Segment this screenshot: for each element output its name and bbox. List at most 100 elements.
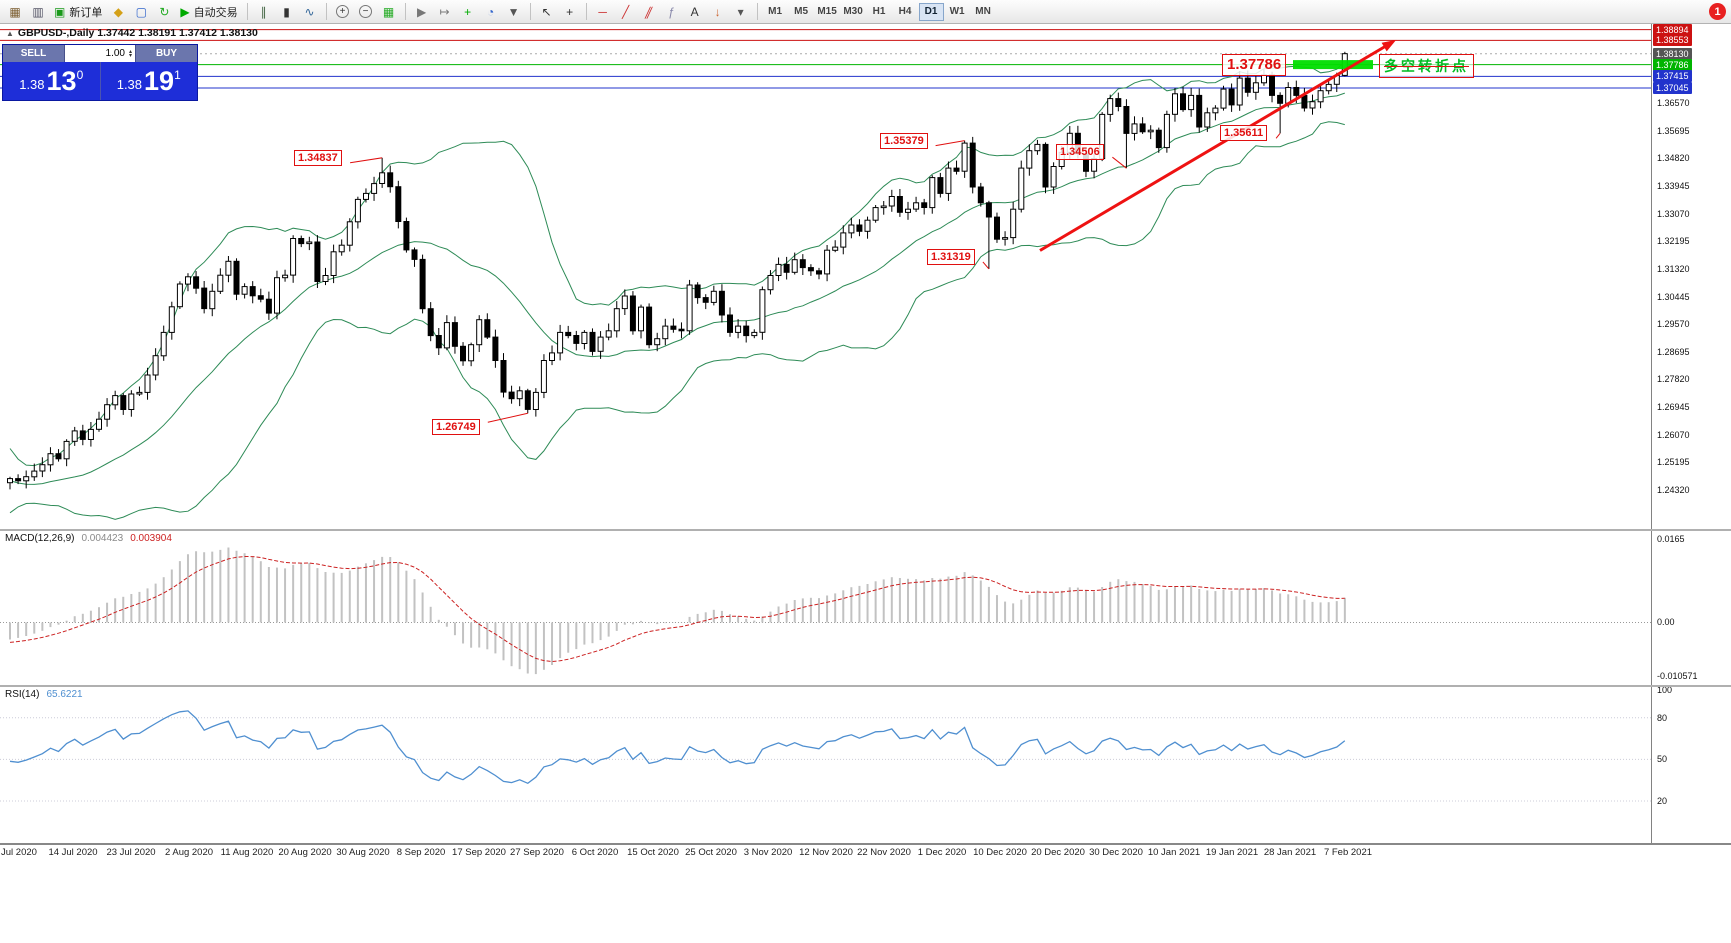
trend-arrow-head [1381, 39, 1397, 52]
fibonacci-tool-icon[interactable]: ƒ [661, 2, 683, 22]
main-chart-panel[interactable]: ▲ GBPUSD-,Daily 1.37442 1.38191 1.37412 1… [0, 24, 1651, 529]
notification-badge[interactable]: 1 [1709, 3, 1726, 20]
text-tool-icon[interactable]: A [684, 2, 706, 22]
arrows-tool-icon: ↓ [714, 4, 721, 19]
rsi-label: RSI(14) 65.6221 [5, 689, 83, 700]
tile-windows-icon: ▦ [382, 4, 395, 19]
highlight-zone [1293, 60, 1373, 70]
price-level-badge: 1.38553 [1653, 34, 1692, 46]
timeframe-D1[interactable]: D1 [918, 2, 944, 21]
shapes-dropdown-icon[interactable]: ▾ [730, 2, 752, 22]
price-axis[interactable]: 1.36570 1.35695 1.34820 1.33945 1.33070 1.321… [1651, 24, 1731, 845]
price-annotation[interactable]: 1.31319 [927, 249, 975, 265]
sell-button[interactable]: SELL [3, 45, 65, 62]
new-order-button-label: 新订单 [69, 6, 103, 19]
note-label[interactable]: 多空转折点 [1379, 54, 1474, 78]
bar-chart-icon[interactable]: ∥ [253, 2, 275, 22]
buy-price[interactable]: 1.38 19 1 [101, 62, 198, 100]
annotation-leader [350, 157, 383, 164]
macd-axis-label: 0.0165 [1657, 534, 1685, 544]
timeframe-M15[interactable]: M15 [817, 6, 837, 17]
arrows-tool-icon[interactable]: ↓ [707, 2, 729, 22]
lot-size-input[interactable]: 1.00 ▴ ▾ [65, 45, 135, 62]
date-axis-label: 15 Oct 2020 [627, 847, 679, 858]
cursor-icon: ↖ [541, 4, 552, 19]
date-axis-label: 8 Sep 2020 [396, 847, 446, 858]
price-axis-label: 1.36570 [1657, 98, 1690, 108]
timeframe-MN[interactable]: MN [975, 6, 991, 17]
annotation-leader [1112, 156, 1127, 169]
metaeditor-icon: ◆ [113, 4, 123, 19]
panel-separator[interactable] [0, 843, 1731, 845]
metaeditor-icon[interactable]: ◆ [107, 2, 129, 22]
price-annotation[interactable]: 1.35379 [880, 133, 928, 149]
price-level-badge: 1.37415 [1653, 70, 1692, 82]
price-annotation[interactable]: 1.37786 [1222, 54, 1287, 76]
rsi-axis-label: 100 [1657, 685, 1673, 695]
trendline-tool-icon[interactable]: ╱ [615, 2, 637, 22]
price-annotation[interactable]: 1.26749 [432, 419, 480, 435]
date-axis-label: 19 Jan 2021 [1205, 847, 1259, 858]
buy-price-base: 1.38 [116, 77, 143, 92]
auto-scroll-icon: ▶ [416, 4, 427, 19]
bollinger-lower-band [9, 121, 1345, 520]
templates-icon[interactable]: ▼ [503, 2, 525, 22]
timeframe-W1[interactable]: W1 [949, 6, 965, 17]
auto-scroll-icon[interactable]: ▶ [411, 2, 433, 22]
price-axis-label: 1.30445 [1657, 292, 1690, 302]
candlestick-chart-icon[interactable]: ▮ [276, 2, 298, 22]
chart-profiles-icon[interactable]: ▥ [27, 2, 49, 22]
macd-panel[interactable]: MACD(12,26,9) 0.004423 0.003904 [0, 531, 1651, 685]
timeframe-M5[interactable]: M5 [794, 6, 809, 17]
zoom-out-icon: − [359, 5, 373, 18]
fibonacci-tool-icon: ƒ [668, 4, 675, 19]
toolbar: ▦ ▥ ▣ 新订单 ◆ ▢ ↻ ▶ 自动交易 ∥ ▮ ∿ + − ▦ ▶ ↦ + ◔ ▼ ↖ + ─ ╱ ∥ ƒ A ↓ ▾ M1 M5 M1… [0, 0, 1731, 24]
autotrading-button[interactable]: ▶ 自动交易 [176, 2, 241, 22]
bollinger-middle-band [9, 92, 1345, 485]
indicators-list-icon[interactable]: + [457, 2, 479, 22]
channel-tool-icon[interactable]: ∥ [638, 2, 660, 22]
rsi-line [9, 710, 1346, 785]
period-icon[interactable]: ◔ [480, 2, 502, 22]
refresh-icon: ↻ [159, 4, 170, 19]
date-axis-label: 28 Jan 2021 [1263, 847, 1317, 858]
cursor-icon[interactable]: ↖ [536, 2, 558, 22]
time-axis[interactable]: 1 Jul 2020 14 Jul 2020 23 Jul 2020 2 Aug 20… [0, 845, 1651, 863]
date-axis-label: 1 Dec 2020 [917, 847, 967, 858]
zoom-out-icon[interactable]: − [355, 2, 377, 22]
crosshair-icon[interactable]: + [559, 2, 581, 22]
new-order-button[interactable]: ▣ 新订单 [50, 2, 106, 22]
price-annotation[interactable]: 1.35611 [1220, 125, 1268, 141]
timeframe-H4[interactable]: H4 [898, 6, 912, 17]
timeframe-M1[interactable]: M1 [768, 6, 783, 17]
date-axis-label: 14 Jul 2020 [48, 847, 98, 858]
panel-separator[interactable] [0, 529, 1731, 531]
buy-button[interactable]: BUY [135, 45, 197, 62]
one-click-collapse-icon[interactable]: ▲ [6, 29, 14, 38]
timeframe-M30[interactable]: M30 [843, 6, 863, 17]
annotation-leader [982, 261, 990, 270]
tile-windows-icon[interactable]: ▦ [378, 2, 400, 22]
rsi-panel[interactable]: RSI(14) 65.6221 [0, 687, 1651, 843]
channel-tool-icon: ∥ [642, 4, 655, 19]
timeframe-H1[interactable]: H1 [872, 6, 886, 17]
toolbar-separator [756, 3, 758, 20]
zoom-in-icon[interactable]: + [332, 2, 354, 22]
sell-price[interactable]: 1.38 13 0 [3, 62, 100, 100]
hline-tool-icon[interactable]: ─ [592, 2, 614, 22]
new-chart-icon[interactable]: ▦ [4, 2, 26, 22]
terminal-icon[interactable]: ▢ [130, 2, 152, 22]
refresh-icon[interactable]: ↻ [153, 2, 175, 22]
date-axis-label: 17 Sep 2020 [452, 847, 506, 858]
price-axis-label: 1.33070 [1657, 209, 1690, 219]
line-chart-icon[interactable]: ∿ [299, 2, 321, 22]
price-annotation[interactable]: 1.34506 [1056, 144, 1104, 160]
price-chart-canvas[interactable] [0, 24, 1651, 529]
panel-separator[interactable] [0, 685, 1731, 687]
date-axis-label: 7 Feb 2021 [1323, 847, 1373, 858]
lot-spinner-icon[interactable]: ▴ ▾ [128, 48, 132, 59]
chart-shift-icon[interactable]: ↦ [434, 2, 456, 22]
price-axis-label: 1.34820 [1657, 153, 1690, 163]
price-annotation[interactable]: 1.34837 [294, 150, 342, 166]
price-axis-label: 1.26070 [1657, 430, 1690, 440]
